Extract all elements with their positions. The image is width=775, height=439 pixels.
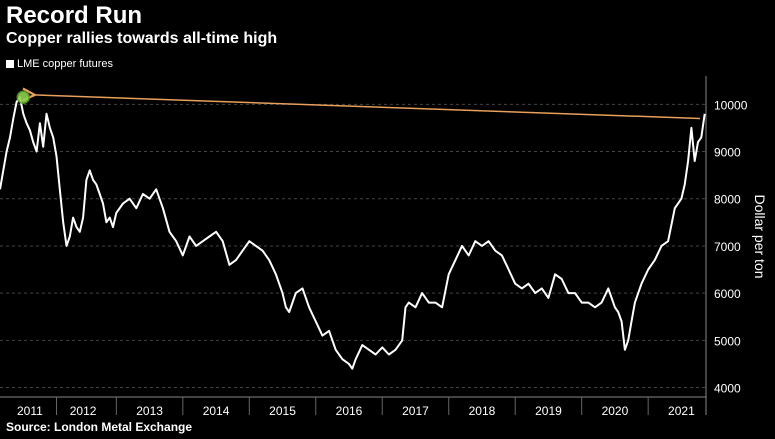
x-tick-label: 2021 xyxy=(668,404,695,418)
x-tick-label: 2014 xyxy=(203,404,230,418)
x-tick-label: 2019 xyxy=(535,404,562,418)
chart-title: Record Run xyxy=(6,2,143,29)
x-tick-label: 2011 xyxy=(17,404,43,418)
legend-swatch xyxy=(6,60,14,68)
x-tick-label: 2018 xyxy=(469,404,496,418)
all-time-high-marker xyxy=(16,90,31,104)
x-tick-label: 2012 xyxy=(70,404,97,418)
y-tick-label: 7000 xyxy=(714,240,741,254)
x-tick-label: 2013 xyxy=(136,404,163,418)
y-tick-label: 9000 xyxy=(714,146,741,160)
legend-label: LME copper futures xyxy=(17,58,113,70)
x-tick-label: 2015 xyxy=(269,404,296,418)
annotation-arrow xyxy=(33,95,701,120)
series-line xyxy=(0,96,706,370)
y-tick-label: 4000 xyxy=(714,382,741,396)
x-tick-label: 2016 xyxy=(336,404,363,418)
x-tick-label: 2017 xyxy=(402,404,429,418)
legend: LME copper futures xyxy=(6,58,113,70)
chart-subtitle: Copper rallies towards all-time high xyxy=(6,30,278,47)
y-tick-label: 6000 xyxy=(714,287,741,301)
y-axis-label: Dollar per ton xyxy=(752,194,768,278)
y-tick-label: 8000 xyxy=(714,193,741,207)
y-tick-label: 5000 xyxy=(714,334,741,348)
y-tick-label: 10000 xyxy=(714,98,748,112)
x-tick-label: 2020 xyxy=(602,404,629,418)
source-note: Source: London Metal Exchange xyxy=(6,420,193,434)
